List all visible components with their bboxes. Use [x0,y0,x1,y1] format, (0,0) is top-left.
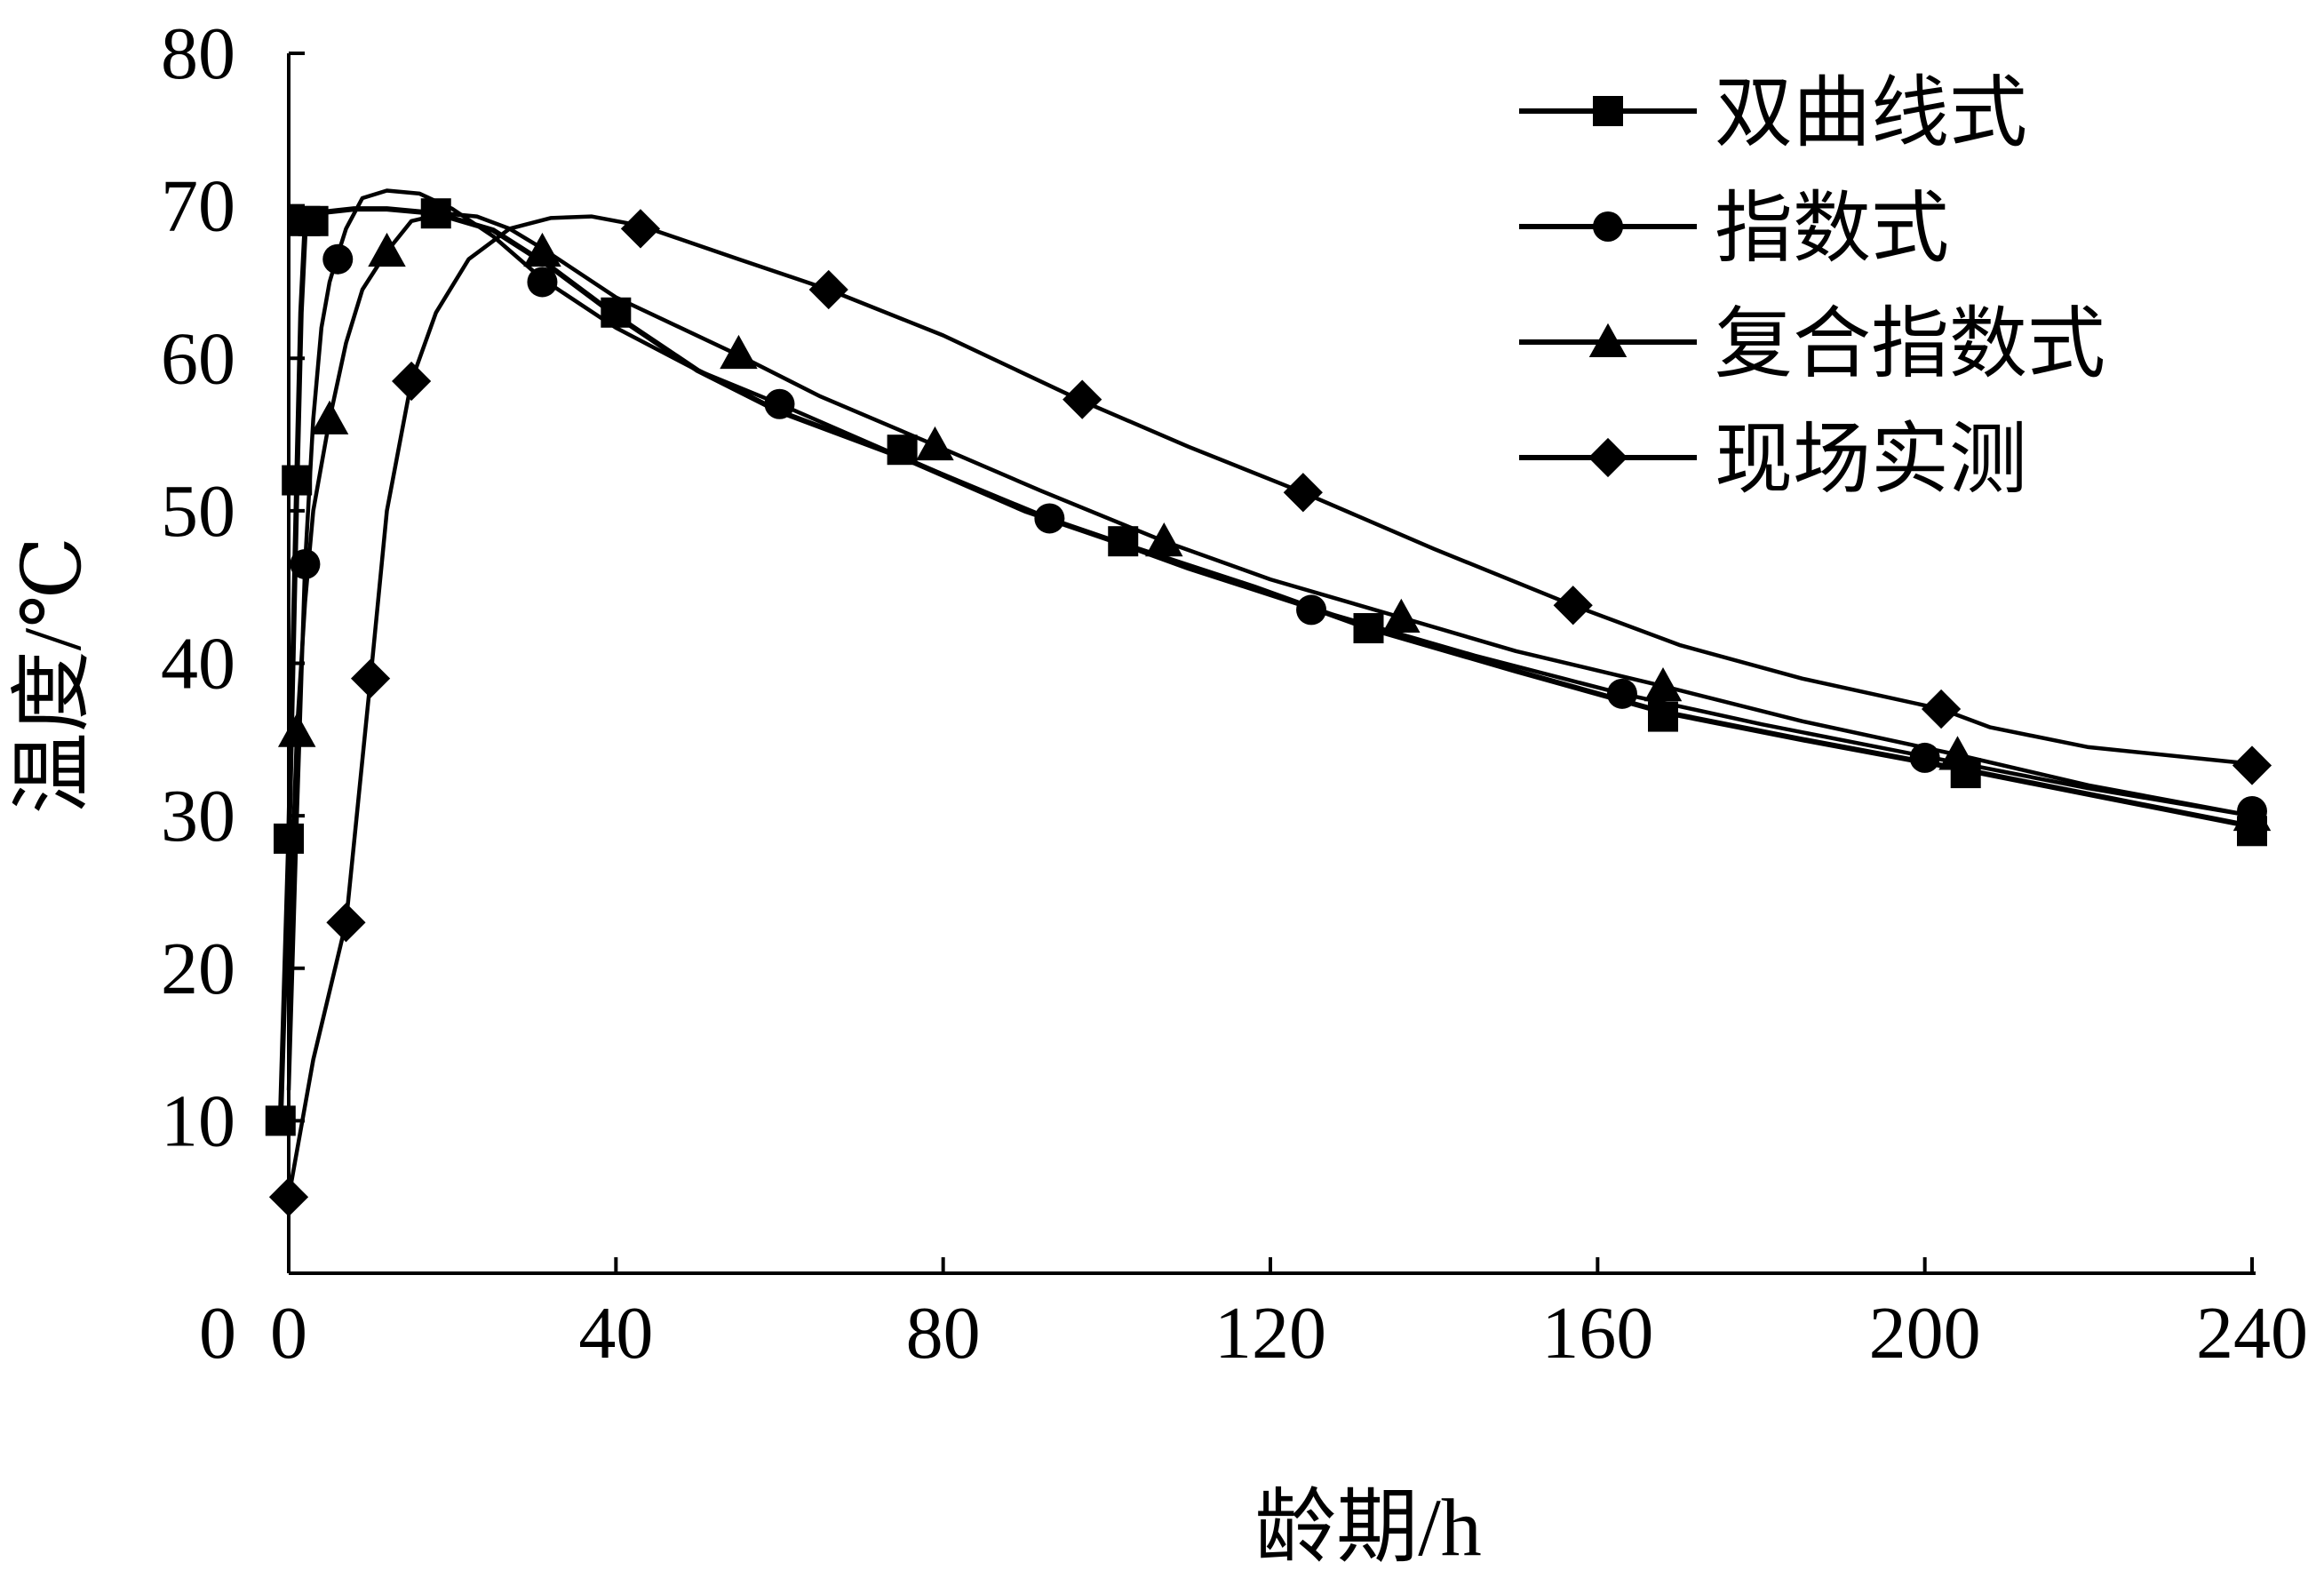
data-point-circle [1296,594,1327,626]
data-point-square [282,465,313,496]
legend-marker-diamond [1588,437,1628,478]
data-point-square [298,205,329,236]
data-point-circle [527,267,558,298]
data-point-triangle [523,232,561,267]
data-point-circle [1909,742,1940,773]
series-line-3 [286,211,2253,968]
legend-entry-2: 指数式 [1519,182,1949,274]
data-point-circle [1606,678,1637,709]
data-point-triangle [310,400,349,434]
data-point-triangle [720,334,758,370]
x-tick-label: 120 [1214,1292,1326,1375]
legend-label: 指数式 [1715,182,1949,274]
y-tick-label: 20 [161,928,235,1010]
data-point-triangle [1145,522,1183,557]
legend-marker-triangle [1588,323,1628,357]
data-point-diamond [1283,473,1323,513]
x-tick-label: 0 [270,1292,307,1375]
data-point-circle [1034,503,1065,534]
data-point-triangle [1644,666,1683,702]
data-point-circle [322,243,354,275]
legend-entry-4: 现场实测 [1519,413,2027,505]
x-tick-label: 240 [2196,1292,2308,1375]
y-tick-label: 60 [161,317,235,400]
x-tick-label: 160 [1541,1292,1653,1375]
data-point-diamond [326,903,366,943]
axes: 0 40 80 120 160 200 240 10 20 30 40 50 60 70 80 0 [161,12,2308,1375]
legend-marker-circle [1593,211,1623,242]
x-axis-label: 龄期/h [1254,1482,1482,1570]
y-tick-label: 30 [161,775,235,857]
x-tick-label: 80 [906,1292,981,1375]
data-point-diamond [808,269,848,310]
data-point-triangle [1938,736,1977,770]
data-point-diamond [350,658,391,698]
y-tick-label: 70 [161,165,235,248]
data-point-circle [290,548,321,579]
data-point-triangle [2232,796,2272,832]
x-tick-label: 40 [578,1292,653,1375]
legend-label: 双曲线式 [1715,67,2027,158]
origin-tick-label: 0 [199,1292,236,1375]
data-point-square [420,198,451,229]
legend-label: 现场实测 [1715,413,2027,505]
data-point-circle [764,388,795,419]
y-axis-label: 温度/℃ [7,537,98,814]
data-point-square [1108,526,1139,557]
legend-marker-square [1593,96,1623,126]
data-point-diamond [620,209,661,249]
data-point-diamond [392,361,432,402]
data-point-diamond [1921,689,1962,729]
data-point-triangle [277,713,316,747]
legend-entry-1: 双曲线式 [1519,67,2027,158]
data-point-diamond [1553,586,1593,626]
y-tick-label: 10 [161,1080,235,1162]
data-point-square [274,823,304,854]
data-point-square [1353,613,1384,644]
data-point-square [1648,701,1678,732]
series-markers [265,198,2272,1217]
y-tick-label: 80 [161,12,235,95]
data-point-triangle [368,232,406,267]
data-point-diamond [1063,379,1102,419]
data-point-triangle [1382,598,1421,634]
y-tick-label: 50 [161,470,235,553]
legend-label: 复合指数式 [1715,298,2105,389]
x-tick-label: 200 [1869,1292,1981,1375]
y-tick-label: 40 [161,623,235,705]
data-point-square [601,297,632,328]
legend-entry-3: 复合指数式 [1519,298,2105,389]
data-point-square [265,1105,296,1136]
series-line-4 [286,214,2253,1198]
data-point-square [887,434,918,466]
data-point-diamond [2232,745,2272,785]
data-point-diamond [268,1177,309,1217]
data-point-triangle [916,426,954,461]
